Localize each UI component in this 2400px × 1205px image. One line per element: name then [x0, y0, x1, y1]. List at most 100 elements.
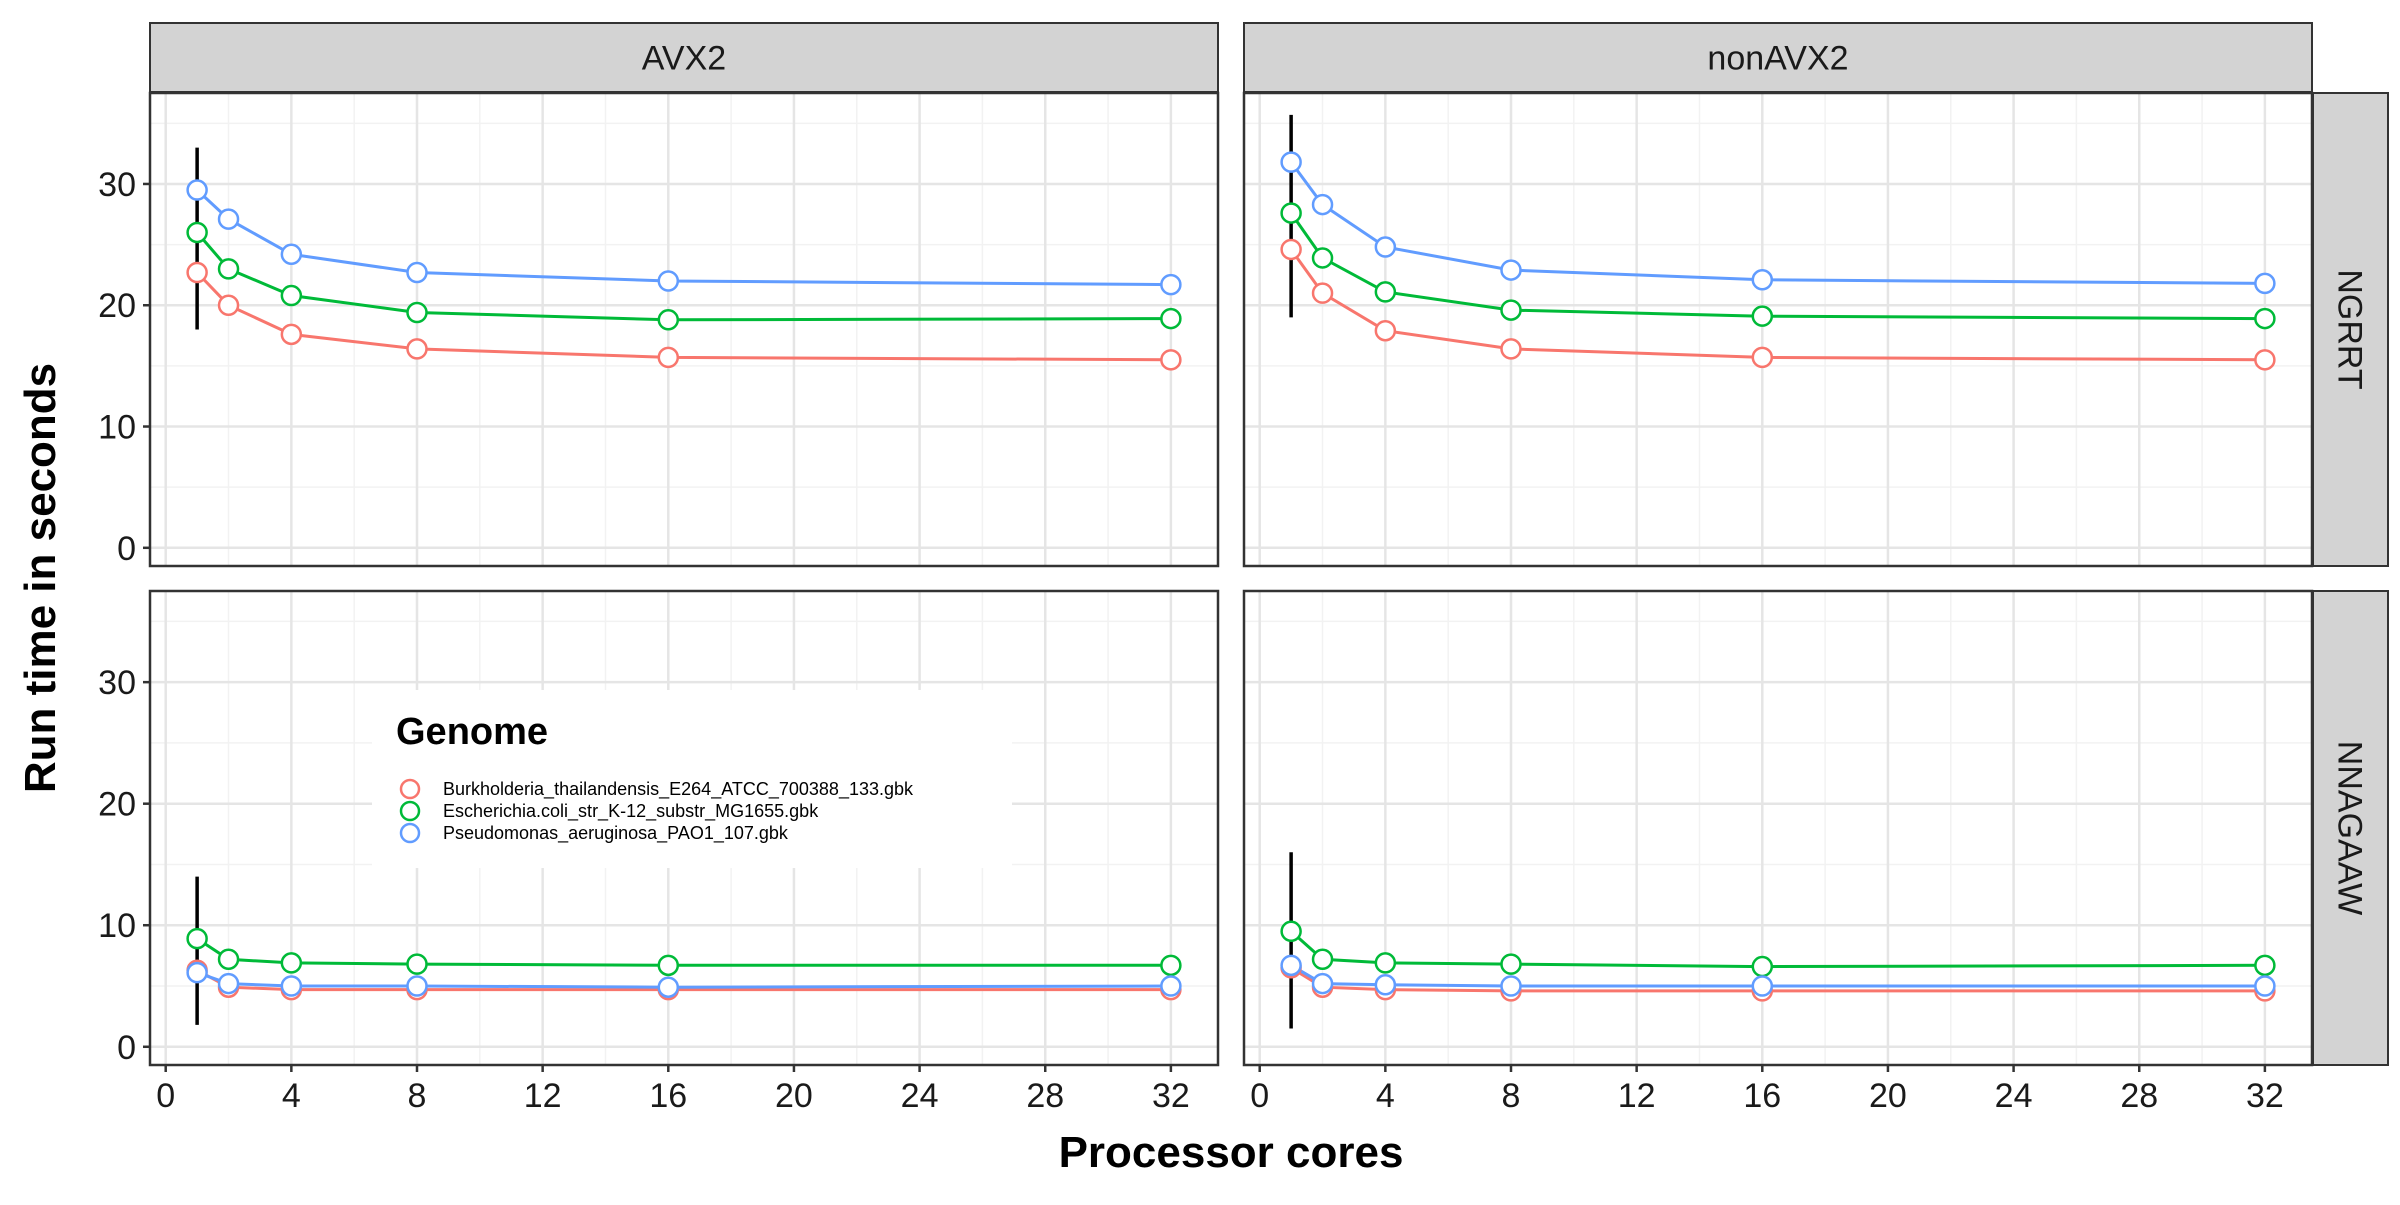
x-tick-label: 20	[1869, 1077, 1907, 1115]
panel-border	[1242, 589, 2314, 1067]
y-tick-label: 20	[98, 287, 136, 325]
data-point	[1160, 349, 1182, 371]
data-point	[1500, 259, 1522, 281]
x-tick-label: 20	[775, 1077, 813, 1115]
x-tick-label: 24	[1995, 1077, 2033, 1115]
legend-entry-label: Burkholderia_thailandensis_E264_ATCC_700…	[443, 779, 914, 800]
data-point	[1280, 238, 1302, 261]
data-point	[186, 179, 208, 201]
data-point	[1280, 202, 1302, 224]
x-tick-label: 24	[901, 1077, 939, 1115]
data-point	[2254, 954, 2276, 977]
y-tick-label: 0	[117, 1029, 136, 1067]
legend: Genome Burkholderia_thailandensis_E264_AT…	[372, 690, 1012, 868]
y-tick-label: 0	[117, 530, 136, 568]
data-point	[406, 338, 428, 360]
legend-key	[399, 800, 421, 822]
facet-strip-avx2	[149, 22, 1219, 93]
data-point	[657, 270, 680, 292]
data-point	[2254, 349, 2276, 371]
facet-strip-label: AVX2	[642, 40, 726, 78]
x-tick-label: 16	[649, 1077, 687, 1115]
data-point	[280, 952, 303, 974]
panel-background	[1244, 591, 2312, 1065]
data-point	[1280, 920, 1302, 943]
panel-nonavx2-ngrrt	[1242, 91, 2314, 568]
data-point	[1280, 954, 1302, 977]
x-tick-label: 32	[2246, 1077, 2284, 1115]
data-point	[280, 975, 303, 997]
legend-background	[372, 690, 1012, 868]
x-tick-label: 4	[1376, 1077, 1395, 1115]
panel-border	[148, 91, 1220, 568]
x-tick-label: 28	[2120, 1077, 2158, 1115]
data-point	[2254, 975, 2276, 997]
x-tick-label: 16	[1743, 1077, 1781, 1115]
data-point	[1751, 305, 1774, 327]
data-point	[217, 208, 240, 230]
legend-key	[399, 822, 421, 844]
panel-background	[150, 93, 1218, 566]
facet-strip-label: nonAVX2	[1707, 40, 1848, 78]
facet-strip-nnagaaw	[2312, 590, 2389, 1066]
y-tick-label: 10	[98, 907, 136, 945]
data-point	[186, 927, 208, 950]
data-point	[1751, 975, 1774, 997]
data-point	[1311, 948, 1334, 971]
facet-strip-label: NNAGAAW	[2331, 741, 2369, 915]
data-point	[186, 961, 208, 984]
panel-border	[1242, 91, 2314, 568]
panel-background	[1244, 93, 2312, 566]
data-point	[2254, 272, 2276, 295]
panel-border	[148, 589, 1220, 1067]
data-point	[2254, 307, 2276, 330]
data-point	[217, 972, 240, 995]
data-point	[406, 261, 428, 284]
data-point	[1160, 954, 1182, 977]
y-tick-label: 30	[98, 664, 136, 702]
data-point	[1374, 281, 1397, 303]
data-point	[406, 975, 428, 997]
x-tick-label: 12	[524, 1077, 562, 1115]
x-tick-label: 0	[156, 1077, 175, 1115]
y-tick-label: 10	[98, 409, 136, 447]
data-point	[1311, 193, 1334, 216]
data-point	[1374, 236, 1397, 258]
data-point	[657, 346, 680, 369]
data-point	[1751, 346, 1774, 369]
facet-strip-ngrrt	[2312, 92, 2389, 567]
data-point	[1160, 273, 1182, 296]
x-tick-label: 32	[1152, 1077, 1190, 1115]
data-point	[657, 954, 680, 977]
data-point	[406, 301, 428, 324]
facet-strip-nonavx2	[1243, 22, 2313, 93]
y-axis-title: Run time in seconds	[16, 363, 65, 793]
data-point	[280, 243, 303, 266]
x-tick-label: 12	[1618, 1077, 1656, 1115]
data-point	[1751, 269, 1774, 291]
data-point	[280, 284, 303, 307]
data-point	[280, 323, 303, 346]
x-axis-title: Processor cores	[1059, 1128, 1404, 1177]
data-point	[1311, 247, 1334, 269]
data-point	[1500, 953, 1522, 975]
data-point	[1280, 151, 1302, 173]
y-tick-label: 20	[98, 786, 136, 824]
x-tick-label: 0	[1250, 1077, 1269, 1115]
data-point	[406, 953, 428, 975]
data-point	[217, 258, 240, 280]
data-point	[1160, 307, 1182, 330]
data-point	[217, 948, 240, 971]
legend-entry-label: Pseudomonas_aeruginosa_PAO1_107.gbk	[443, 823, 789, 844]
data-point	[657, 976, 680, 998]
data-point	[1500, 338, 1522, 360]
data-point	[1751, 955, 1774, 978]
legend-key	[399, 778, 421, 800]
panel-avx2-ngrrt: 0 10 20 30	[98, 91, 1220, 568]
x-tick-label: 4	[282, 1077, 301, 1115]
data-point	[186, 261, 208, 284]
data-point	[217, 294, 240, 316]
facet-strip-label: NGRRT	[2331, 269, 2369, 389]
